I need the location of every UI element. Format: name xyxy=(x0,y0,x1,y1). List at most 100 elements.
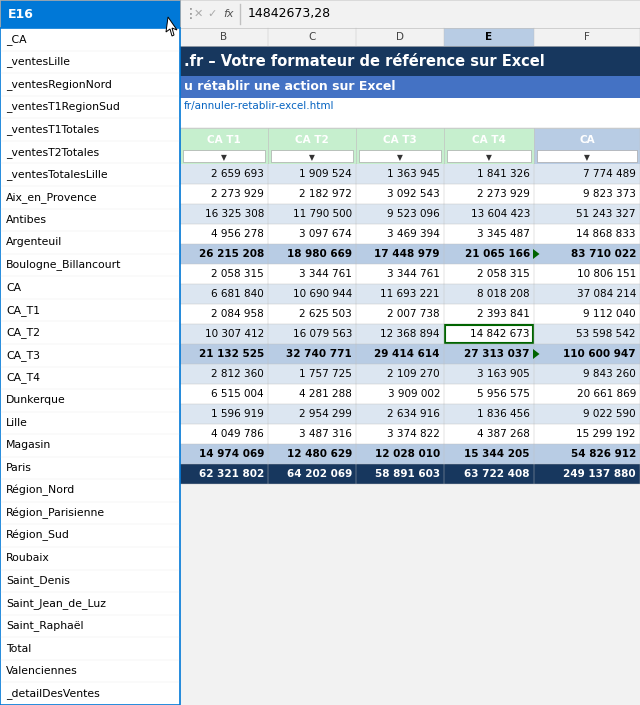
Bar xyxy=(271,150,353,162)
Polygon shape xyxy=(533,349,540,359)
Text: 10 307 412: 10 307 412 xyxy=(205,329,264,339)
Text: 62 321 802: 62 321 802 xyxy=(199,469,264,479)
Text: Argenteuil: Argenteuil xyxy=(6,238,62,247)
Text: 12 028 010: 12 028 010 xyxy=(375,449,440,459)
Text: Roubaix: Roubaix xyxy=(6,553,50,563)
Bar xyxy=(180,424,640,444)
Bar xyxy=(0,0,180,28)
Text: 1 836 456: 1 836 456 xyxy=(477,409,530,419)
Bar xyxy=(268,128,356,164)
Bar xyxy=(534,128,640,164)
Text: fr/annuler-retablir-excel.html: fr/annuler-retablir-excel.html xyxy=(184,101,335,111)
Text: 14 842 673: 14 842 673 xyxy=(470,329,530,339)
Text: 7 774 489: 7 774 489 xyxy=(583,169,636,179)
Text: ▼: ▼ xyxy=(309,153,315,161)
Text: 2 058 315: 2 058 315 xyxy=(477,269,530,279)
Text: B: B xyxy=(220,32,228,42)
Text: 3 374 822: 3 374 822 xyxy=(387,429,440,439)
Text: 3 487 316: 3 487 316 xyxy=(299,429,352,439)
Text: Aix_en_Provence: Aix_en_Provence xyxy=(6,192,98,203)
Text: _CA: _CA xyxy=(6,34,27,44)
Text: u rétablir une action sur Excel: u rétablir une action sur Excel xyxy=(184,80,396,94)
Text: 27 313 037: 27 313 037 xyxy=(465,349,530,359)
Text: 2 058 315: 2 058 315 xyxy=(211,269,264,279)
Text: Boulogne_Billancourt: Boulogne_Billancourt xyxy=(6,259,122,271)
Text: 4 956 278: 4 956 278 xyxy=(211,229,264,239)
Text: fx: fx xyxy=(223,9,233,19)
Text: Valenciennes: Valenciennes xyxy=(6,666,77,676)
Text: 15 299 192: 15 299 192 xyxy=(577,429,636,439)
Text: ✕: ✕ xyxy=(193,9,203,19)
Text: _ventesLille: _ventesLille xyxy=(6,56,70,67)
Text: 3 092 543: 3 092 543 xyxy=(387,189,440,199)
Text: Région_Sud: Région_Sud xyxy=(6,530,70,541)
Text: 1 909 524: 1 909 524 xyxy=(300,169,352,179)
Text: 1 363 945: 1 363 945 xyxy=(387,169,440,179)
Bar xyxy=(180,76,640,98)
Bar xyxy=(0,28,180,705)
Text: 2 273 929: 2 273 929 xyxy=(211,189,264,199)
Text: Lille: Lille xyxy=(6,418,28,428)
Bar xyxy=(180,324,640,344)
Bar xyxy=(180,114,640,128)
Text: 21 065 166: 21 065 166 xyxy=(465,249,530,259)
Text: 8 018 208: 8 018 208 xyxy=(477,289,530,299)
Text: 58 891 603: 58 891 603 xyxy=(375,469,440,479)
Text: Paris: Paris xyxy=(6,463,32,473)
Text: 9 823 373: 9 823 373 xyxy=(583,189,636,199)
Text: CA T3: CA T3 xyxy=(383,135,417,145)
Bar xyxy=(180,404,640,424)
Text: Région_Nord: Région_Nord xyxy=(6,485,76,496)
Text: C: C xyxy=(308,32,316,42)
Text: 14 868 833: 14 868 833 xyxy=(577,229,636,239)
Text: _detailDesVentes: _detailDesVentes xyxy=(6,688,100,699)
Bar xyxy=(359,150,441,162)
Text: CA T4: CA T4 xyxy=(472,135,506,145)
Bar xyxy=(180,304,640,324)
Text: D: D xyxy=(396,32,404,42)
Text: Saint_Jean_de_Luz: Saint_Jean_de_Luz xyxy=(6,598,106,609)
Text: 2 007 738: 2 007 738 xyxy=(387,309,440,319)
Text: 11 790 500: 11 790 500 xyxy=(293,209,352,219)
Bar xyxy=(356,128,444,164)
Text: 17 448 979: 17 448 979 xyxy=(374,249,440,259)
Text: 10 690 944: 10 690 944 xyxy=(292,289,352,299)
Bar xyxy=(180,46,640,76)
Text: 5 956 575: 5 956 575 xyxy=(477,389,530,399)
Text: 3 469 394: 3 469 394 xyxy=(387,229,440,239)
Text: _ventesT1Totales: _ventesT1Totales xyxy=(6,124,99,135)
Text: CA: CA xyxy=(6,283,21,293)
Text: 4 049 786: 4 049 786 xyxy=(211,429,264,439)
Bar xyxy=(180,364,640,384)
Text: 1 841 326: 1 841 326 xyxy=(477,169,530,179)
Text: 64 202 069: 64 202 069 xyxy=(287,469,352,479)
Bar xyxy=(537,150,637,162)
Text: Saint_Denis: Saint_Denis xyxy=(6,575,70,587)
Text: ▼: ▼ xyxy=(584,153,590,161)
Text: 3 909 002: 3 909 002 xyxy=(387,389,440,399)
Text: 2 273 929: 2 273 929 xyxy=(477,189,530,199)
Text: ✓: ✓ xyxy=(207,9,217,19)
Bar xyxy=(445,325,533,343)
Text: 2 634 916: 2 634 916 xyxy=(387,409,440,419)
Text: 3 097 674: 3 097 674 xyxy=(300,229,352,239)
Text: _ventesTotalesLille: _ventesTotalesLille xyxy=(6,169,108,180)
Text: 63 722 408: 63 722 408 xyxy=(465,469,530,479)
Text: 53 598 542: 53 598 542 xyxy=(577,329,636,339)
Text: .fr – Votre formateur de référence sur Excel: .fr – Votre formateur de référence sur E… xyxy=(184,54,545,68)
Text: 14 974 069: 14 974 069 xyxy=(198,449,264,459)
Bar xyxy=(180,204,640,224)
Text: 32 740 771: 32 740 771 xyxy=(286,349,352,359)
Bar xyxy=(180,464,640,484)
Bar xyxy=(180,384,640,404)
Text: 2 109 270: 2 109 270 xyxy=(387,369,440,379)
Text: Magasin: Magasin xyxy=(6,441,51,450)
Text: 3 345 487: 3 345 487 xyxy=(477,229,530,239)
Text: 3 163 905: 3 163 905 xyxy=(477,369,530,379)
Text: Région_Parisienne: Région_Parisienne xyxy=(6,508,105,519)
Text: 3 344 761: 3 344 761 xyxy=(299,269,352,279)
Bar xyxy=(444,28,534,46)
Text: CA_T2: CA_T2 xyxy=(6,327,40,338)
Text: 16 325 308: 16 325 308 xyxy=(205,209,264,219)
Text: 26 215 208: 26 215 208 xyxy=(199,249,264,259)
